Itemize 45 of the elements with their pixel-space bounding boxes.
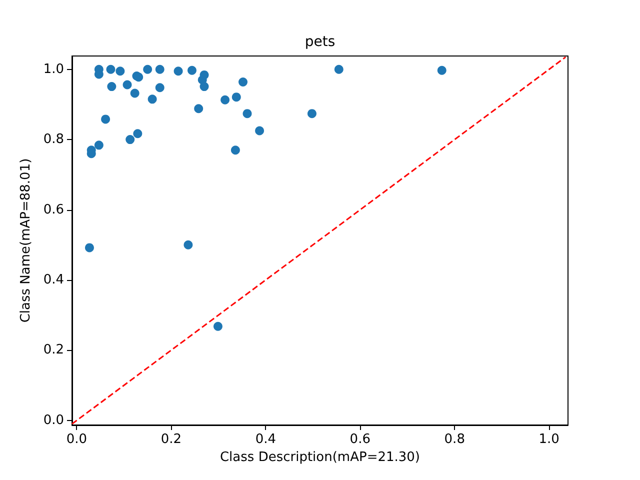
point xyxy=(101,114,110,124)
point xyxy=(255,126,264,136)
point xyxy=(334,64,344,74)
point xyxy=(148,94,157,104)
x-tick-label: 0.8 xyxy=(444,432,465,447)
point xyxy=(194,104,204,114)
x-tick-label: 1.0 xyxy=(538,432,560,447)
point xyxy=(200,82,209,92)
point xyxy=(116,66,125,76)
point xyxy=(133,129,142,138)
point xyxy=(155,83,164,92)
y-tick-label: 0.0 xyxy=(43,412,64,428)
point xyxy=(242,109,252,118)
x-tick-label: 0.4 xyxy=(255,432,276,447)
y-axis-title: Class Name(mAP=88.01) xyxy=(18,158,34,323)
point xyxy=(200,70,209,80)
point xyxy=(213,322,222,331)
point xyxy=(122,80,132,90)
point xyxy=(107,82,116,92)
point xyxy=(155,64,164,74)
y-tick-label: 0.4 xyxy=(43,272,64,288)
y-tick-label: 0.2 xyxy=(43,342,64,358)
point xyxy=(307,109,316,118)
point xyxy=(174,66,183,76)
chart-title: pets xyxy=(304,34,336,50)
point xyxy=(130,88,140,98)
y-tick-label: 0.6 xyxy=(43,202,64,218)
y-tick-label: 1.0 xyxy=(43,62,64,77)
point xyxy=(106,64,116,74)
point xyxy=(94,140,104,150)
point xyxy=(220,95,230,104)
point xyxy=(187,66,196,75)
y-tick-label: 0.8 xyxy=(43,132,64,148)
point xyxy=(126,135,135,144)
x-tick-label: 0.0 xyxy=(66,432,88,447)
point xyxy=(232,92,241,102)
x-tick-label: 0.2 xyxy=(160,432,182,447)
x-tick-label: 0.6 xyxy=(350,432,370,447)
point xyxy=(238,77,248,86)
point xyxy=(143,64,152,74)
point xyxy=(437,66,446,75)
point xyxy=(84,243,94,252)
x-axis-title: Class Description(mAP=21.30) xyxy=(220,450,420,465)
point xyxy=(184,240,193,250)
point xyxy=(230,146,240,155)
